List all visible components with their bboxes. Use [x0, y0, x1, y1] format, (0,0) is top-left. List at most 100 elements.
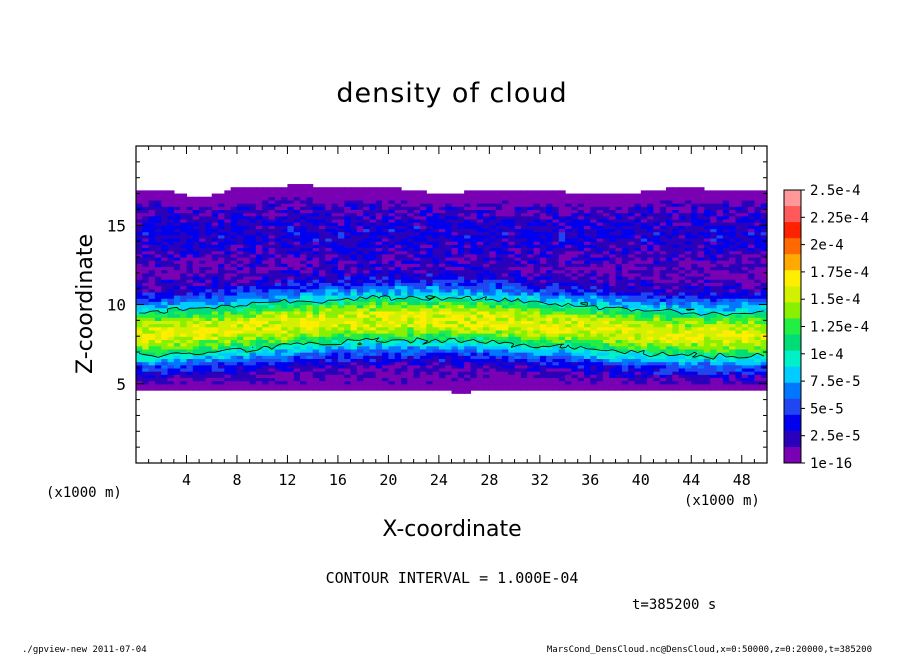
heatmap-cell [255, 253, 263, 258]
heatmap-cell [407, 285, 415, 290]
heatmap-cell [527, 294, 535, 299]
heatmap-cell [716, 364, 724, 369]
heatmap-cell [262, 288, 270, 293]
heatmap-cell [609, 333, 617, 337]
heatmap-cell [722, 333, 730, 337]
heatmap-cell [489, 269, 497, 274]
heatmap-cell [508, 361, 516, 366]
heatmap-cell [483, 323, 490, 328]
heatmap-cell [249, 329, 257, 334]
heatmap-cell [205, 310, 213, 315]
heatmap-cell [148, 339, 156, 344]
heatmap-cell [262, 272, 270, 277]
heatmap-cell [154, 266, 162, 271]
heatmap-cell [388, 367, 396, 372]
heatmap-cell [262, 358, 270, 363]
heatmap-cell [154, 250, 162, 255]
heatmap-cell [350, 371, 358, 375]
heatmap-cell [703, 383, 711, 388]
heatmap-cell [407, 380, 415, 385]
heatmap-cell [438, 336, 446, 340]
heatmap-cell [375, 307, 383, 312]
heatmap-cell [457, 377, 465, 382]
heatmap-cell [634, 256, 642, 261]
heatmap-cell [407, 367, 415, 372]
heatmap-cell [457, 390, 465, 394]
heatmap-cell [243, 386, 251, 391]
heatmap-cell [697, 237, 705, 242]
heatmap-cell [306, 304, 314, 309]
heatmap-cell [640, 272, 648, 277]
heatmap-cell [552, 314, 560, 318]
heatmap-cell [760, 272, 768, 277]
heatmap-cell [413, 358, 421, 363]
heatmap-cell [760, 358, 768, 363]
heatmap-cell [224, 272, 232, 277]
heatmap-cell [659, 247, 667, 252]
heatmap-cell [464, 339, 472, 344]
heatmap-cell [445, 345, 453, 350]
heatmap-cell [394, 364, 402, 369]
heatmap-cell [236, 279, 244, 283]
heatmap-cell [457, 323, 465, 328]
heatmap-cell [148, 383, 156, 388]
heatmap-cell [148, 294, 156, 299]
heatmap-cell [697, 386, 705, 391]
heatmap-cell [457, 304, 465, 309]
heatmap-cell [268, 256, 276, 261]
heatmap-cell [445, 237, 453, 242]
heatmap-cell [388, 307, 396, 312]
heatmap-cell [596, 272, 604, 277]
heatmap-cell [382, 374, 389, 379]
heatmap-cell [419, 310, 427, 315]
heatmap-cell [445, 367, 453, 372]
heatmap-cell [722, 371, 730, 375]
heatmap-cell [760, 383, 768, 388]
heatmap-cell [268, 263, 276, 268]
heatmap-cell [161, 304, 169, 309]
heatmap-cell [154, 241, 162, 245]
heatmap-cell [192, 301, 200, 306]
heatmap-cell [205, 383, 213, 388]
heatmap-cell [672, 310, 680, 315]
heatmap-cell [483, 352, 490, 356]
heatmap-cell [628, 383, 636, 388]
heatmap-cell [375, 333, 383, 337]
heatmap-cell [514, 348, 522, 353]
heatmap-cell [281, 275, 289, 280]
heatmap-cell [697, 380, 705, 385]
heatmap-cell [558, 285, 566, 290]
heatmap-cell [672, 282, 680, 287]
heatmap-cell [293, 352, 301, 356]
heatmap-cell [438, 244, 446, 249]
heatmap-cell [672, 288, 680, 293]
heatmap-cell [590, 269, 598, 274]
heatmap-cell [350, 314, 358, 318]
heatmap-cell [161, 361, 169, 366]
heatmap-cell [331, 307, 339, 312]
heatmap-cell [584, 336, 591, 340]
heatmap-cell [621, 298, 629, 302]
heatmap-cell [325, 275, 333, 280]
heatmap-cell [407, 263, 415, 268]
heatmap-cell [748, 367, 755, 372]
heatmap-cell [255, 380, 263, 385]
heatmap-cell [590, 253, 598, 258]
heatmap-cell [186, 355, 194, 359]
heatmap-cell [672, 374, 680, 379]
heatmap-cell [464, 272, 472, 277]
heatmap-cell [173, 320, 181, 325]
heatmap-cell [615, 304, 623, 309]
heatmap-cell [483, 336, 490, 340]
heatmap-cell [716, 234, 724, 239]
heatmap-cell [684, 374, 692, 379]
heatmap-cell [596, 285, 604, 290]
heatmap-cell [255, 288, 263, 293]
heatmap-cell [432, 342, 440, 347]
heatmap-cell [363, 304, 371, 309]
heatmap-cell [501, 263, 509, 268]
heatmap-cell [710, 374, 718, 379]
heatmap-cell [672, 314, 680, 318]
heatmap-cell [426, 342, 434, 347]
heatmap-cell [558, 374, 566, 379]
